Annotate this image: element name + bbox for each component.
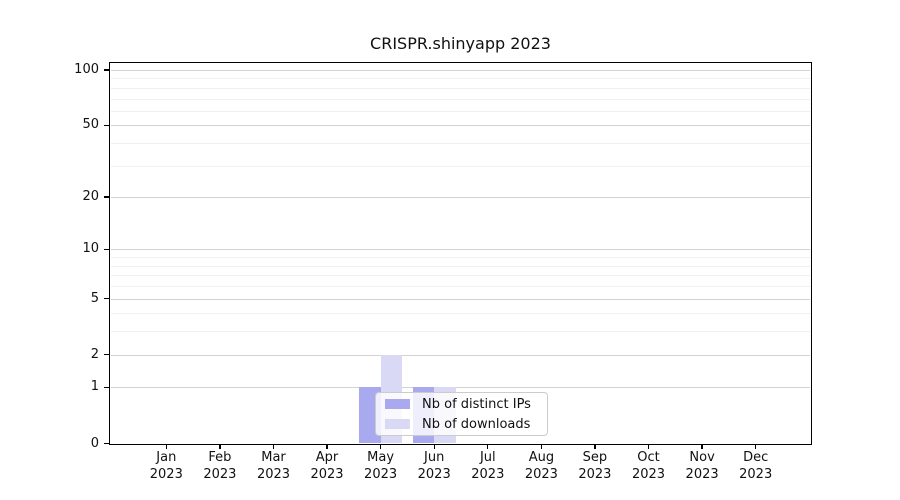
- x-tick-mark: [379, 444, 382, 449]
- gridline-minor: [111, 87, 810, 89]
- x-axis-tick-label: Oct 2023: [631, 450, 666, 482]
- y-tick-mark: [104, 248, 110, 251]
- x-axis-tick-label: Mar 2023: [256, 450, 291, 482]
- x-tick-mark: [540, 444, 543, 449]
- y-tick-mark: [104, 69, 110, 71]
- gridline-minor: [111, 275, 810, 277]
- x-axis-tick-label: Jun 2023: [417, 450, 451, 482]
- x-axis-tick-label: Jan 2023: [149, 450, 183, 482]
- x-axis-tick-label: Feb 2023: [203, 450, 237, 482]
- x-tick-mark: [701, 444, 703, 449]
- gridline-major: [111, 125, 810, 127]
- gridline-minor: [111, 78, 810, 80]
- x-tick-mark: [433, 444, 435, 449]
- chart-title: CRISPR.shinyapp 2023: [370, 34, 551, 53]
- x-axis-tick-label: Sep 2023: [578, 450, 612, 482]
- x-axis-tick-label: Apr 2023: [310, 450, 344, 482]
- gridline-major: [111, 70, 810, 71]
- y-tick-mark: [104, 386, 110, 389]
- gridline-minor: [111, 143, 810, 144]
- gridline-minor: [111, 331, 810, 333]
- y-tick-mark: [104, 353, 110, 356]
- y-axis-tick-label: 1: [90, 379, 99, 395]
- y-tick-mark: [104, 442, 110, 445]
- gridline-minor: [111, 165, 810, 167]
- gridline-minor: [111, 110, 810, 112]
- y-tick-mark: [104, 124, 110, 126]
- legend-label: Nb of distinct IPs: [422, 396, 531, 412]
- y-axis-tick-label: 0: [90, 435, 99, 451]
- legend-swatch-downloads: [385, 419, 410, 429]
- y-axis-tick-label: 50: [82, 117, 99, 133]
- x-tick-mark: [594, 444, 596, 449]
- legend-item: Nb of distinct IPs: [385, 396, 547, 412]
- x-tick-mark: [219, 444, 221, 449]
- x-tick-mark: [165, 444, 167, 449]
- y-axis-tick-label: 5: [90, 290, 99, 306]
- gridline-major: [111, 298, 810, 300]
- gridline-minor: [111, 313, 810, 315]
- y-tick-mark: [104, 196, 110, 198]
- y-axis-tick-label: 2: [90, 346, 99, 362]
- x-tick-mark: [272, 444, 275, 449]
- gridline-major: [111, 249, 810, 251]
- gridline-minor: [111, 286, 810, 287]
- y-tick-mark: [104, 297, 110, 300]
- x-tick-mark: [487, 444, 489, 449]
- legend-item: Nb of downloads: [385, 416, 547, 432]
- gridline-minor: [111, 98, 810, 100]
- x-tick-mark: [755, 444, 757, 449]
- gridline-minor: [111, 257, 810, 259]
- legend-swatch-distinct-ips: [385, 399, 410, 409]
- x-tick-mark: [647, 444, 650, 449]
- gridline-major: [111, 387, 810, 389]
- x-axis-tick-label: Nov 2023: [685, 450, 719, 482]
- x-tick-mark: [326, 444, 328, 449]
- y-axis-tick-label: 100: [74, 62, 99, 77]
- gridline-major: [111, 197, 810, 199]
- x-axis-tick-label: Jul 2023: [471, 450, 505, 482]
- x-axis-tick-label: Aug 2023: [524, 450, 558, 482]
- x-axis-tick-label: May 2023: [364, 450, 398, 482]
- y-axis-tick-label: 10: [82, 241, 99, 257]
- legend: Nb of distinct IPs Nb of downloads: [375, 392, 548, 436]
- y-axis-tick-label: 20: [82, 189, 99, 205]
- legend-label: Nb of downloads: [422, 416, 531, 432]
- x-axis-tick-label: Dec 2023: [739, 450, 773, 482]
- gridline-major: [111, 354, 810, 356]
- gridline-minor: [111, 265, 810, 267]
